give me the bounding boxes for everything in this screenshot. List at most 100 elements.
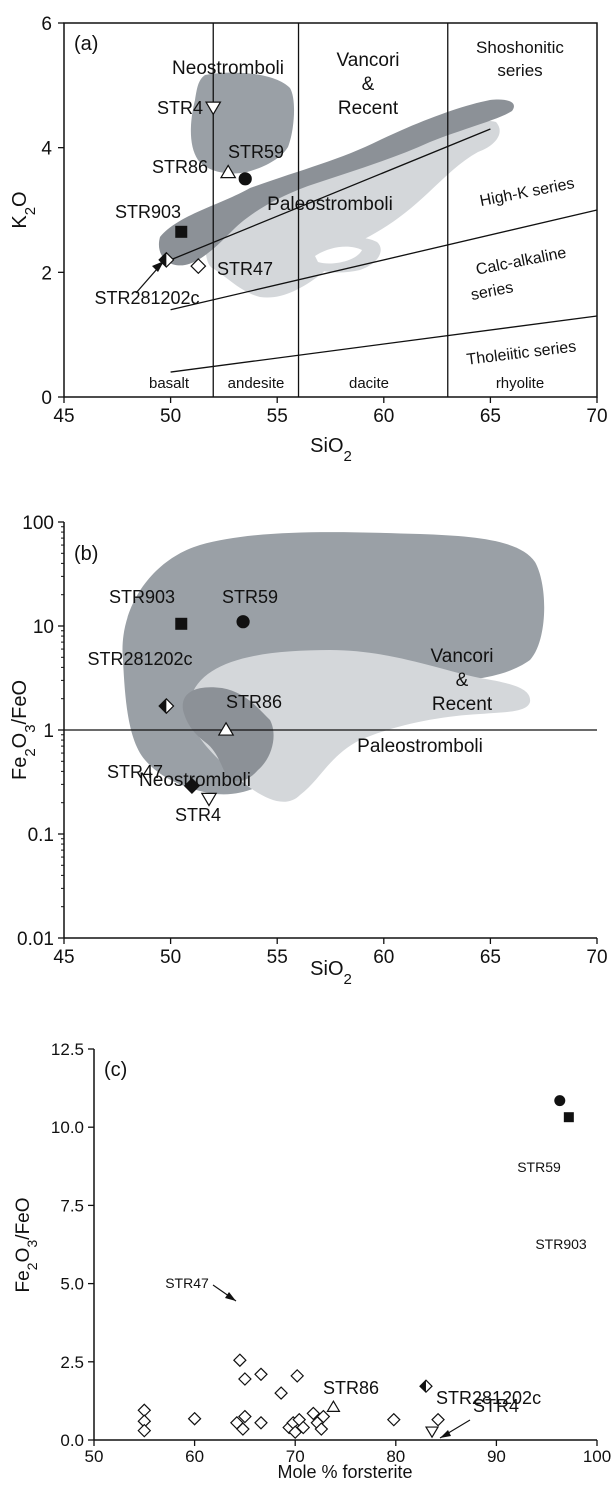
- x-tick-label-b: 70: [586, 947, 607, 968]
- series-boundary-0: [170, 315, 598, 373]
- label-c-str86: STR86: [323, 1378, 379, 1398]
- axes-c: 50 60 70 80 90 100 0.0 2.5 5.0 7.5 10.0 12.5 Mole % …: [13, 1040, 611, 1482]
- panel-b-labels: (b) Vancori & Recent Paleostromboli Neos…: [74, 543, 494, 791]
- x-tick-label-c: 50: [85, 1447, 104, 1466]
- plot-frame-a: [63, 22, 598, 398]
- panel-label-c: (c): [104, 1059, 127, 1081]
- x-tick-label-a: 65: [480, 406, 501, 427]
- x-tick-label-a: 70: [586, 406, 607, 427]
- panel-c: 50 60 70 80 90 100 0.0 2.5 5.0 7.5 10.0 12.5 Mole % …: [13, 1040, 611, 1482]
- points-a: STR4 STR86 STR59 STR903 STR281202c STR47: [94, 98, 284, 308]
- x-tick-label-c: 100: [583, 1447, 611, 1466]
- b-field-amp: &: [456, 670, 469, 691]
- point-b-str59: [236, 615, 250, 629]
- label-c-str59: STR59: [517, 1159, 561, 1175]
- point-c-sample: [316, 1409, 331, 1424]
- point-c-str903: [563, 1112, 574, 1123]
- arrowhead-str47: [225, 1292, 236, 1301]
- point-str4: [204, 101, 222, 116]
- panel-label-a: (a): [74, 33, 98, 55]
- point-c-sample: [431, 1412, 445, 1427]
- point-c-str47: [233, 1353, 247, 1368]
- point-c-sample: [314, 1422, 329, 1436]
- point-c-sample: [290, 1369, 305, 1383]
- field-vancori-recent: [158, 99, 514, 266]
- point-str86: [219, 164, 237, 179]
- x-tick-label-b: 55: [267, 947, 288, 968]
- y-tick-label-a: 6: [41, 14, 52, 35]
- series-shoshonitic-2: series: [497, 61, 542, 80]
- b-field-recent: Recent: [432, 694, 493, 715]
- b-field-neo: Neostromboli: [139, 770, 251, 791]
- label-str4: STR4: [157, 98, 203, 118]
- point-b-str47: [183, 777, 200, 794]
- y-tick-label-c: 0.0: [60, 1431, 84, 1450]
- point-c-sample: [187, 1411, 202, 1426]
- x-tick-label-c: 80: [386, 1447, 405, 1466]
- x-tick-label-a: 60: [373, 406, 394, 427]
- label-b-str47: STR47: [107, 762, 163, 782]
- series-tholeiitic: Tholeiitic series: [466, 338, 578, 368]
- x-tick-label-a: 50: [160, 406, 181, 427]
- point-c-str86: [326, 1399, 341, 1412]
- point-str903: [175, 225, 188, 238]
- rock-dacite: dacite: [349, 375, 389, 392]
- x-tick-label-c: 60: [185, 1447, 204, 1466]
- point-c-sample: [386, 1412, 401, 1427]
- point-b-str4: [200, 792, 218, 807]
- series-calcalk: Calc-alkaline: [475, 244, 568, 278]
- label-str59: STR59: [228, 142, 284, 162]
- x-tick-label-c: 90: [487, 1447, 506, 1466]
- point-c-sample: [296, 1420, 311, 1435]
- label-c-str281202c: STR281202c: [436, 1388, 541, 1408]
- axes-b: 45 50 55 60 65 70 0.01 0.1 1 10 100 SiO2 Fe2O3/FeO: [9, 513, 608, 988]
- x-axis-label-b: SiO2: [310, 958, 352, 988]
- x-tick-label-c: 70: [286, 1447, 305, 1466]
- label-c-str903: STR903: [535, 1236, 587, 1252]
- callout-arrowhead: [152, 261, 164, 272]
- rock-basalt: basalt: [149, 375, 190, 392]
- y-tick-label-c: 12.5: [51, 1040, 84, 1059]
- point-c-sample: [306, 1406, 321, 1421]
- field-label-recent: Recent: [338, 98, 399, 119]
- point-str59: [238, 172, 252, 186]
- classification-lines: [170, 23, 598, 397]
- point-c-sample: [254, 1415, 268, 1430]
- axes-a: 45 50 55 60 65 70 0 2 4 6 SiO2 K2O: [9, 14, 608, 465]
- label-b-str59: STR59: [222, 587, 278, 607]
- y-tick-label-a: 0: [41, 388, 52, 409]
- field-label-amp: &: [362, 74, 375, 95]
- y-tick-label-c: 7.5: [60, 1196, 84, 1215]
- field-paleostromboli-gap-inner: [315, 246, 362, 264]
- rock-rhyolite: rhyolite: [496, 375, 544, 392]
- point-c-str4: [424, 1426, 440, 1439]
- series-boundary-2: [170, 128, 491, 261]
- label-c-str47: STR47: [165, 1275, 209, 1291]
- point-c-sample: [274, 1386, 288, 1400]
- y-tick-label-b: 0.01: [17, 929, 54, 950]
- point-c-sample: [137, 1423, 152, 1438]
- point-c-sample: [254, 1367, 268, 1382]
- b-field-paleo: Paleostromboli: [357, 736, 483, 757]
- point-c-str281202c: [419, 1379, 433, 1394]
- field-paleostromboli: [205, 120, 500, 298]
- field-label-paleostromboli: Paleostromboli: [267, 194, 393, 215]
- y-tick-label-c: 5.0: [60, 1275, 84, 1294]
- y-tick-label-b: 0.1: [28, 825, 54, 846]
- point-str47: [190, 258, 207, 275]
- point-c-sample: [238, 1372, 252, 1386]
- series-calcalk-2: series: [470, 279, 515, 304]
- point-str281202c-fill: [159, 252, 167, 268]
- field-neostromboli: [190, 72, 295, 174]
- label-b-str903: STR903: [109, 587, 175, 607]
- y-tick-label-c: 2.5: [60, 1353, 84, 1372]
- label-str281202c: STR281202c: [94, 288, 199, 308]
- y-axis-label-a: K2O: [9, 191, 39, 228]
- x-tick-label-b: 60: [373, 947, 394, 968]
- point-b-str281202c-fill: [159, 698, 167, 714]
- y-tick-label-b: 100: [22, 513, 54, 534]
- panel-label-b: (b): [74, 543, 98, 565]
- x-axis-label-a: SiO2: [310, 435, 352, 465]
